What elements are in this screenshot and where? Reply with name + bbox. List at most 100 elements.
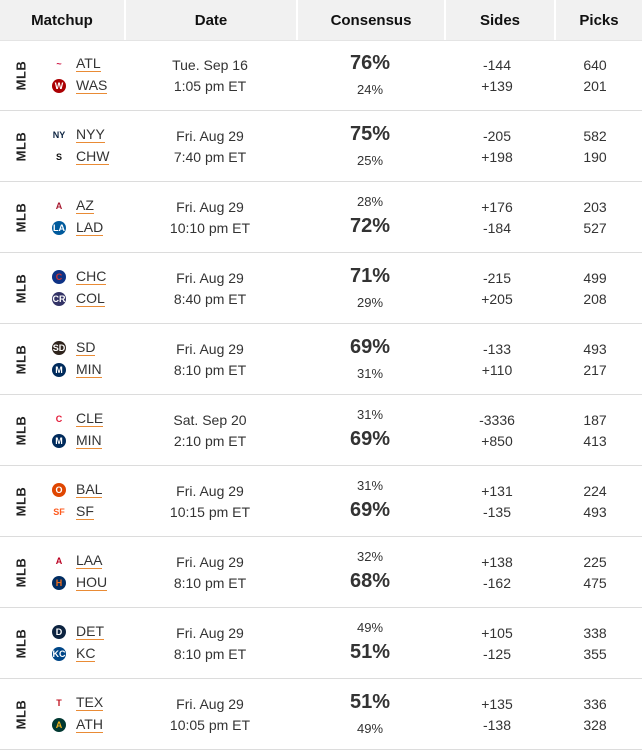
game-time: 1:05 pm ET bbox=[173, 78, 247, 94]
team-abbr-link[interactable]: MIN bbox=[76, 361, 102, 378]
header-matchup[interactable]: Matchup bbox=[0, 0, 124, 40]
table-row[interactable]: MLB C CLE M MIN Sat. Sep 20 2:10 pm ET 31% 69% -3… bbox=[0, 395, 642, 466]
team-abbr-link[interactable]: CLE bbox=[76, 410, 104, 427]
team-home[interactable]: KC KC bbox=[52, 644, 96, 664]
table-row[interactable]: MLB D DET KC KC Fri. Aug 29 8:10 pm ET 49% 51% +1… bbox=[0, 608, 642, 679]
header-picks[interactable]: Picks bbox=[556, 0, 642, 40]
sides-home: -138 bbox=[482, 717, 512, 733]
sides-home: +110 bbox=[481, 362, 513, 378]
consensus-home: 25% bbox=[356, 153, 384, 168]
team-abbr-link[interactable]: LAD bbox=[76, 219, 104, 236]
team-home[interactable]: S CHW bbox=[52, 147, 110, 167]
consensus-away: 49% bbox=[356, 620, 384, 635]
team-abbr-link[interactable]: SD bbox=[76, 339, 96, 356]
game-time: 8:10 pm ET bbox=[173, 575, 247, 591]
picks-away: 582 bbox=[583, 128, 607, 144]
consensus-home: 69% bbox=[349, 428, 391, 450]
team-home[interactable]: M MIN bbox=[52, 360, 102, 380]
table-row[interactable]: MLB C CHC CR COL Fri. Aug 29 8:40 pm ET 71% 29% -… bbox=[0, 253, 642, 324]
twins-logo-icon: M bbox=[52, 434, 66, 448]
consensus-away: 28% bbox=[356, 194, 384, 209]
sides-away: -133 bbox=[482, 341, 512, 357]
picks-home: 493 bbox=[583, 504, 607, 520]
sport-label: MLB bbox=[13, 557, 29, 587]
team-abbr-link[interactable]: SF bbox=[76, 503, 94, 520]
team-away[interactable]: D DET bbox=[52, 622, 104, 642]
team-abbr-link[interactable]: CHC bbox=[76, 268, 107, 285]
sides-away: +105 bbox=[481, 625, 513, 641]
header-date[interactable]: Date bbox=[126, 0, 296, 40]
table-row[interactable]: MLB SD SD M MIN Fri. Aug 29 8:10 pm ET 69% 31% -1… bbox=[0, 324, 642, 395]
consensus-away: 76% bbox=[349, 52, 391, 74]
nationals-logo-icon: W bbox=[52, 79, 66, 93]
table-row[interactable]: MLB ~ ATL W WAS Tue. Sep 16 1:05 pm ET 76% 24% -1… bbox=[0, 40, 642, 111]
picks-home: 328 bbox=[583, 717, 607, 733]
consensus-home: 68% bbox=[349, 570, 391, 592]
team-home[interactable]: SF SF bbox=[52, 502, 94, 522]
team-abbr-link[interactable]: BAL bbox=[76, 481, 103, 498]
diamondbacks-logo-icon: A bbox=[52, 199, 66, 213]
braves-logo-icon: ~ bbox=[52, 57, 66, 71]
team-abbr-link[interactable]: TEX bbox=[76, 694, 104, 711]
team-away[interactable]: T TEX bbox=[52, 693, 104, 713]
team-home[interactable]: CR COL bbox=[52, 289, 105, 309]
team-abbr-link[interactable]: ATH bbox=[76, 716, 103, 733]
table-row[interactable]: MLB A LAA H HOU Fri. Aug 29 8:10 pm ET 32% 68% +1… bbox=[0, 537, 642, 608]
sides-home: +850 bbox=[481, 433, 513, 449]
table-header: Matchup Date Consensus Sides Picks bbox=[0, 0, 642, 41]
game-date: Fri. Aug 29 bbox=[176, 696, 244, 712]
sides-away: -144 bbox=[482, 57, 512, 73]
team-away[interactable]: A AZ bbox=[52, 196, 94, 216]
game-date: Fri. Aug 29 bbox=[176, 554, 244, 570]
consensus-away: 71% bbox=[349, 265, 391, 287]
team-away[interactable]: NY NYY bbox=[52, 125, 105, 145]
picks-home: 201 bbox=[583, 78, 607, 94]
team-away[interactable]: C CLE bbox=[52, 409, 104, 429]
consensus-away: 75% bbox=[349, 123, 391, 145]
team-home[interactable]: H HOU bbox=[52, 573, 108, 593]
sides-away: -3336 bbox=[479, 412, 515, 428]
consensus-home: 49% bbox=[356, 721, 384, 736]
game-time: 10:05 pm ET bbox=[169, 717, 251, 733]
sides-away: -205 bbox=[482, 128, 512, 144]
white-sox-logo-icon: S bbox=[52, 150, 66, 164]
table-row[interactable]: MLB NY NYY S CHW Fri. Aug 29 7:40 pm ET 75% 25% -… bbox=[0, 111, 642, 182]
picks-away: 338 bbox=[583, 625, 607, 641]
header-consensus[interactable]: Consensus bbox=[298, 0, 444, 40]
team-home[interactable]: A ATH bbox=[52, 715, 103, 735]
team-away[interactable]: A LAA bbox=[52, 551, 103, 571]
header-sides[interactable]: Sides bbox=[446, 0, 554, 40]
team-away[interactable]: C CHC bbox=[52, 267, 107, 287]
game-date: Fri. Aug 29 bbox=[176, 483, 244, 499]
team-away[interactable]: O BAL bbox=[52, 480, 103, 500]
team-abbr-link[interactable]: WAS bbox=[76, 77, 108, 94]
team-abbr-link[interactable]: LAA bbox=[76, 552, 103, 569]
game-time: 2:10 pm ET bbox=[173, 433, 247, 449]
team-home[interactable]: M MIN bbox=[52, 431, 102, 451]
team-abbr-link[interactable]: NYY bbox=[76, 126, 105, 143]
team-abbr-link[interactable]: CHW bbox=[76, 148, 110, 165]
table-row[interactable]: MLB A AZ LA LAD Fri. Aug 29 10:10 pm ET 28% 72% +… bbox=[0, 182, 642, 253]
team-home[interactable]: W WAS bbox=[52, 76, 108, 96]
team-abbr-link[interactable]: MIN bbox=[76, 432, 102, 449]
picks-away: 203 bbox=[583, 199, 607, 215]
team-away[interactable]: ~ ATL bbox=[52, 54, 101, 74]
sides-away: +135 bbox=[481, 696, 513, 712]
sport-label: MLB bbox=[13, 344, 29, 374]
consensus-away: 69% bbox=[349, 336, 391, 358]
team-abbr-link[interactable]: KC bbox=[76, 645, 96, 662]
picks-away: 499 bbox=[583, 270, 607, 286]
game-date: Fri. Aug 29 bbox=[176, 199, 244, 215]
team-abbr-link[interactable]: AZ bbox=[76, 197, 94, 214]
team-abbr-link[interactable]: ATL bbox=[76, 55, 101, 72]
giants-logo-icon: SF bbox=[52, 505, 66, 519]
team-abbr-link[interactable]: COL bbox=[76, 290, 105, 307]
team-away[interactable]: SD SD bbox=[52, 338, 96, 358]
table-row[interactable]: MLB O BAL SF SF Fri. Aug 29 10:15 pm ET 31% 69% +… bbox=[0, 466, 642, 537]
team-abbr-link[interactable]: DET bbox=[76, 623, 104, 640]
team-home[interactable]: LA LAD bbox=[52, 218, 104, 238]
dodgers-logo-icon: LA bbox=[52, 221, 66, 235]
team-abbr-link[interactable]: HOU bbox=[76, 574, 108, 591]
table-row[interactable]: MLB T TEX A ATH Fri. Aug 29 10:05 pm ET 51% 49% +… bbox=[0, 679, 642, 750]
table-body: MLB ~ ATL W WAS Tue. Sep 16 1:05 pm ET 76% 24% -1… bbox=[0, 40, 642, 750]
